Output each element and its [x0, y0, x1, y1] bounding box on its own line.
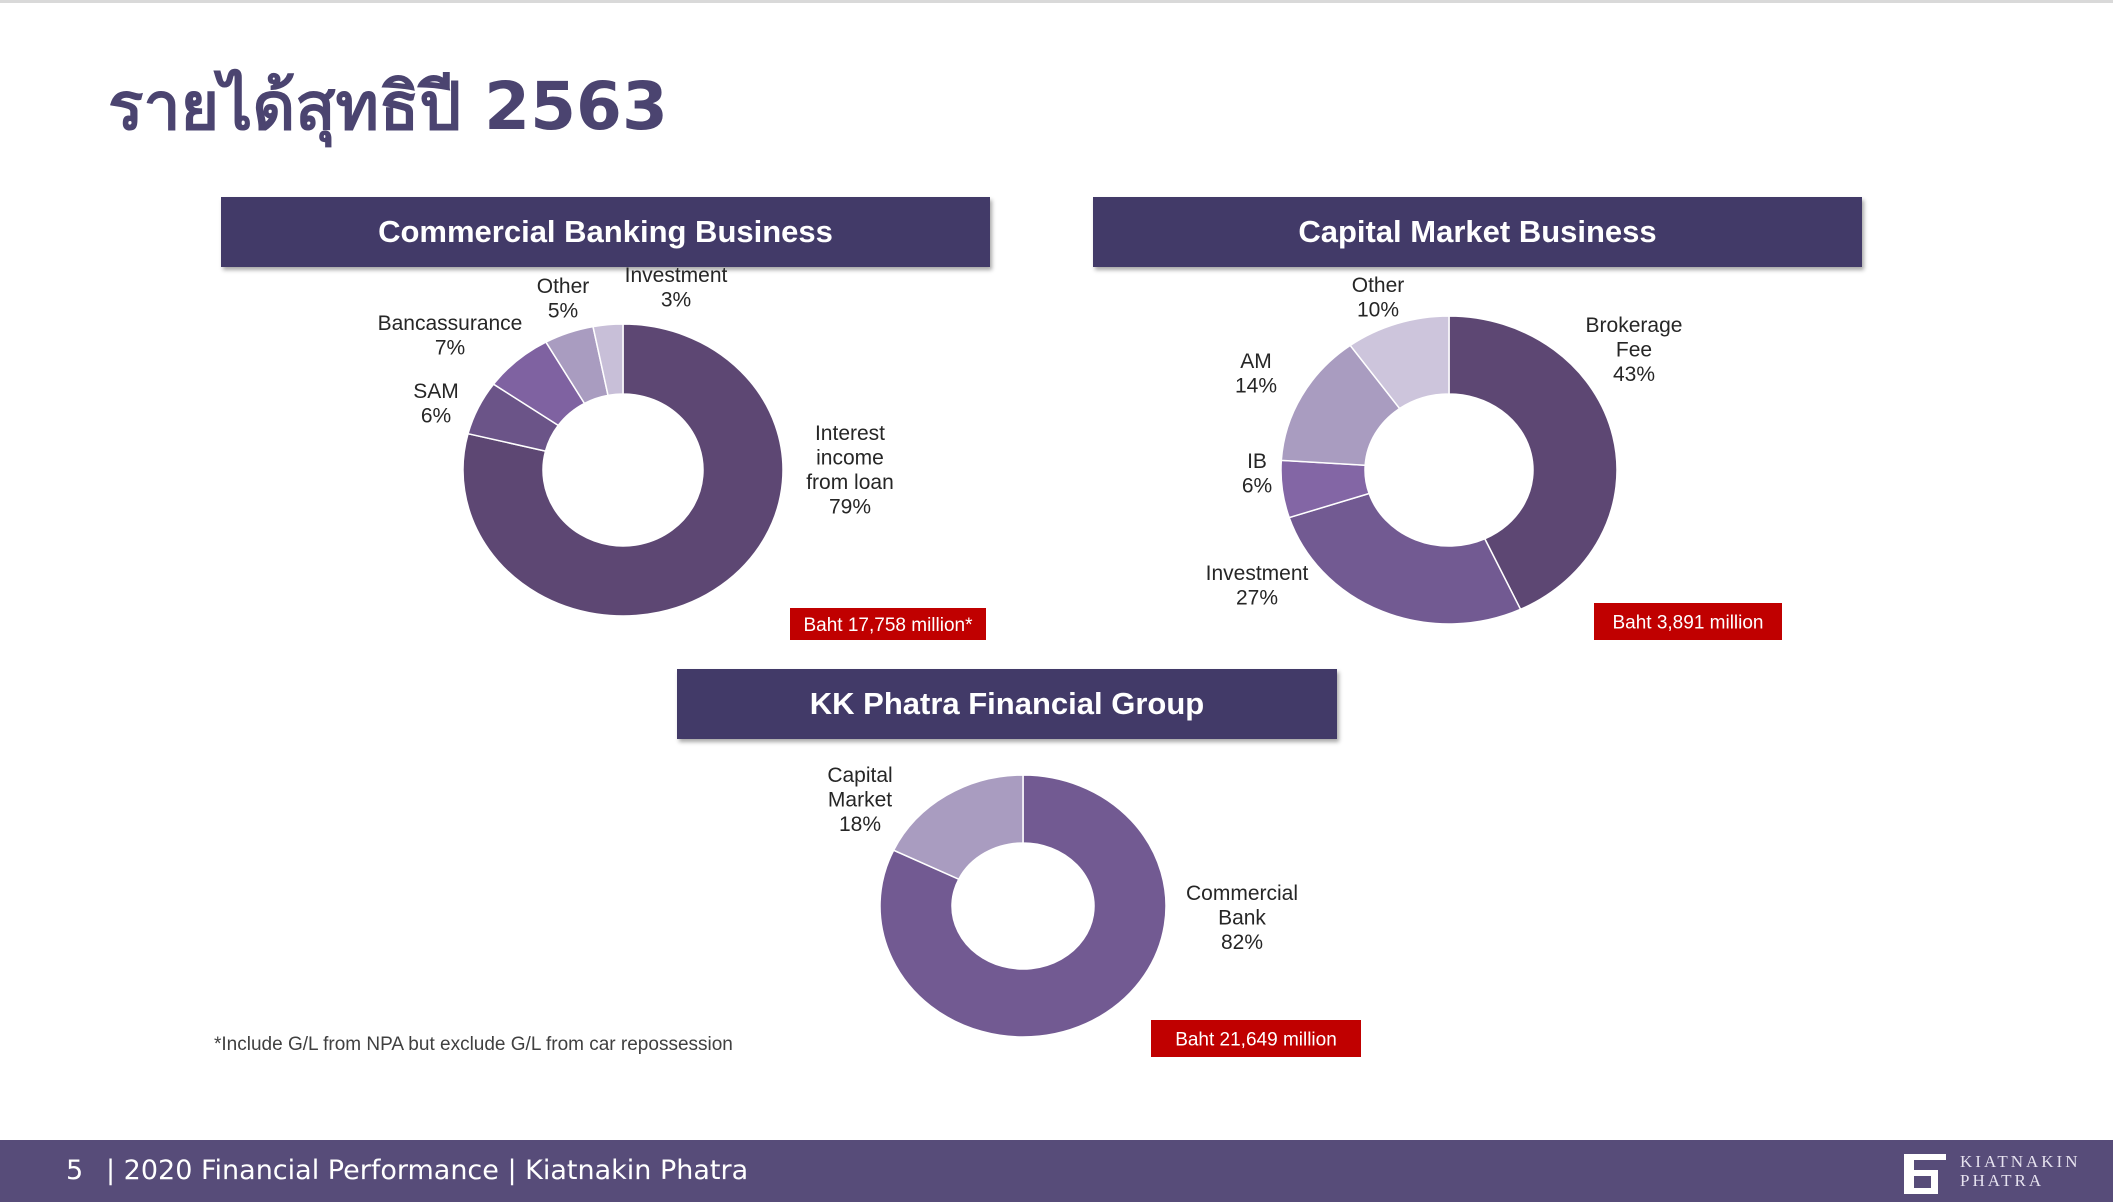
chart-1-slice-1 [1288, 492, 1522, 625]
chart-2-slice-1 [892, 774, 1024, 881]
page-number: 5 [66, 1155, 84, 1186]
top-divider [0, 0, 2113, 3]
chart-0-slice-0-label: Interest income from loan 79% [806, 422, 894, 519]
capital-market-header: Capital Market Business [1093, 197, 1862, 267]
chart-2-slice-0 [879, 774, 1167, 1038]
chart-0-slice-4 [592, 323, 624, 397]
chart-0-slice-2-label: Bancassurance 7% [378, 312, 523, 360]
chart-1-slice-2-label: IB 6% [1242, 450, 1272, 498]
chart-0-slice-1-label: SAM 6% [413, 380, 459, 428]
chart-2-slice-1-label: Capital Market 18% [827, 764, 892, 836]
chart-0-slice-3-label: Other 5% [537, 275, 590, 323]
commercial-banking-header: Commercial Banking Business [221, 197, 990, 267]
chart-1-total-badge [1594, 603, 1782, 640]
logo-text-line2: PHATRA [1960, 1171, 2045, 1190]
footer-bar: 5 | 2020 Financial Performance | Kiatnak… [0, 1140, 2113, 1202]
chart-2-total-badge [1151, 1020, 1361, 1057]
chart-1-total-label: Baht 3,891 million [1612, 613, 1763, 634]
chart-1-slice-0 [1448, 315, 1618, 611]
kk-phatra-group-header: KK Phatra Financial Group [677, 669, 1337, 739]
chart-2-slice-0-label: Commercial Bank 82% [1186, 882, 1298, 954]
chart-0-slice-0 [462, 323, 784, 617]
kiatnakin-phatra-logo: KIATNAKIN PHATRA [1898, 1150, 2088, 1198]
chart-1-slice-4-label: Other 10% [1352, 274, 1405, 322]
logo-mark-icon [1904, 1154, 1946, 1194]
chart-1-slice-1-label: Investment 27% [1206, 562, 1309, 610]
chart-1-slice-0-label: Brokerage Fee 43% [1586, 314, 1683, 386]
footer-text: | 2020 Financial Performance | Kiatnakin… [106, 1155, 749, 1186]
chart-1-slice-4 [1349, 315, 1450, 410]
donut-charts: Interest income from loan 79% SAM 6% Bancassur… [378, 264, 1782, 1057]
chart-1-slice-3-label: AM 14% [1235, 350, 1277, 398]
footnote: *Include G/L from NPA but exclude G/L fr… [214, 1034, 733, 1055]
chart-0-total-label: Baht 17,758 million* [804, 615, 974, 636]
logo-text-line1: KIATNAKIN [1960, 1152, 2081, 1171]
page-title: รายได้สุทธิปี 2563 [108, 68, 668, 145]
chart-0-slice-4-label: Investment 3% [625, 264, 728, 312]
chart-0-total-badge [790, 608, 986, 640]
chart-2-total-label: Baht 21,649 million [1175, 1030, 1337, 1051]
